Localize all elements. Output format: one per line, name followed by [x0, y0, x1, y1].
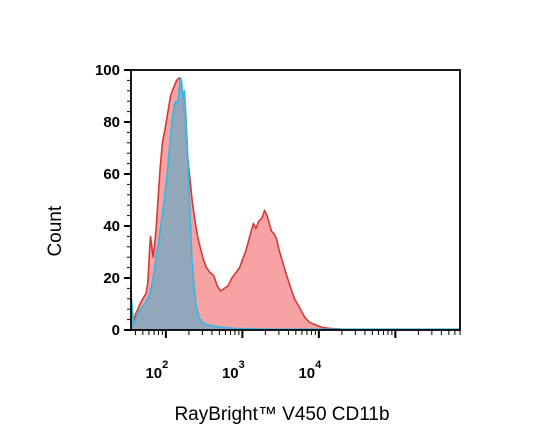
x-axis-label: RayBright™ V450 CD11b	[174, 404, 389, 425]
x-tick-label-exponent: 2	[162, 359, 168, 371]
y-tick-label: 60	[103, 166, 120, 183]
y-axis-label: Count	[45, 205, 66, 256]
series-2-area	[131, 77, 460, 330]
y-axis: 0 20 40 60 80 100	[95, 62, 131, 339]
y-tick-label: 20	[103, 270, 120, 287]
x-tick-label-exponent: 4	[315, 359, 322, 371]
x-tick-label-base: 10	[298, 365, 315, 382]
x-tick-label-base: 10	[145, 365, 162, 382]
y-tick-label: 0	[112, 322, 120, 339]
x-tick-label-base: 10	[222, 365, 239, 382]
series-layer	[130, 77, 460, 331]
x-tick-label-exponent: 3	[239, 359, 245, 371]
y-tick-label: 40	[103, 218, 120, 235]
x-tick-label: 103	[222, 359, 245, 382]
x-axis: 102 103 104	[134, 330, 461, 382]
y-tick-label: 80	[103, 114, 120, 131]
series-2-line	[130, 77, 460, 330]
x-tick-label: 104	[298, 359, 322, 382]
y-tick-label: 100	[95, 62, 120, 79]
x-tick-label: 102	[145, 359, 168, 382]
plot-area	[130, 69, 461, 331]
series-1-line	[130, 77, 460, 331]
